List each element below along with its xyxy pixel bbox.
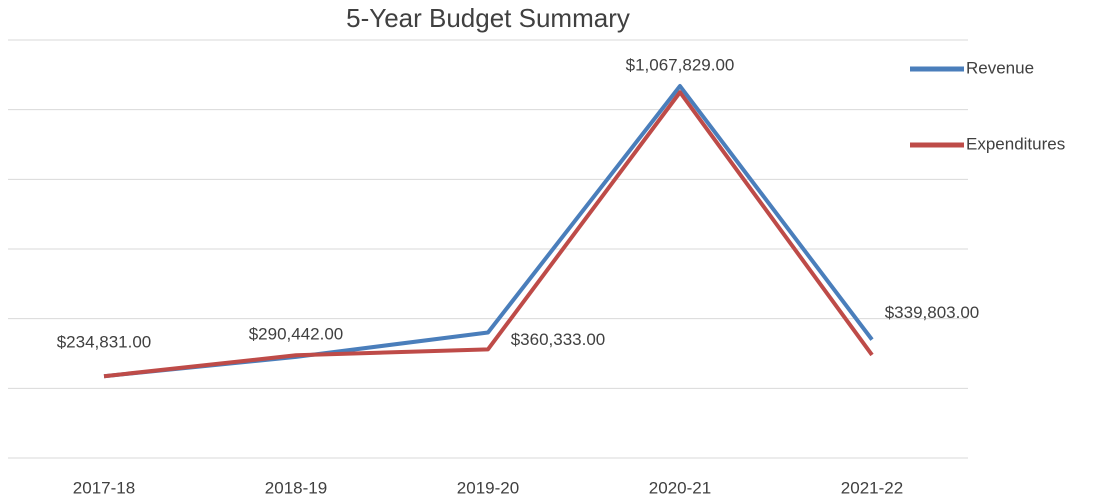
data-label: $360,333.00 [511, 330, 606, 349]
data-label: $234,831.00 [57, 333, 152, 352]
x-tick-label: 2020-21 [649, 478, 711, 497]
x-tick-label: 2017-18 [73, 478, 135, 497]
data-label: $1,067,829.00 [626, 56, 735, 75]
data-label: $290,442.00 [249, 324, 344, 343]
x-tick-label: 2018-19 [265, 478, 327, 497]
x-tick-label: 2019-20 [457, 478, 519, 497]
chart-title: 5-Year Budget Summary [346, 3, 630, 33]
legend-label: Revenue [966, 58, 1034, 77]
series-line [103, 84, 874, 379]
x-tick-label: 2021-22 [841, 478, 903, 497]
legend-label: Expenditures [966, 134, 1065, 153]
series-line [103, 90, 874, 379]
data-label: $339,803.00 [885, 303, 980, 322]
